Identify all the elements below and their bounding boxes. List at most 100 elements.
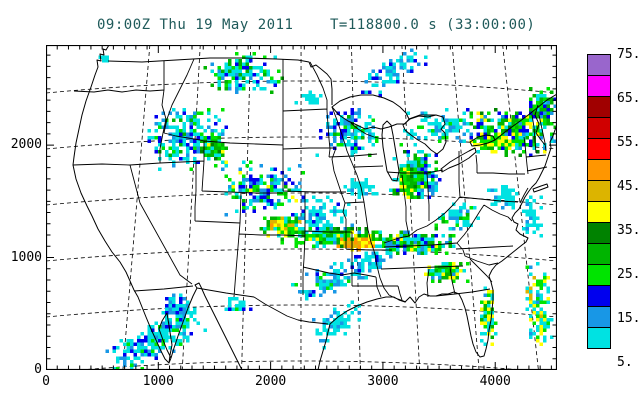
echo-cell bbox=[207, 108, 211, 112]
echo-cell bbox=[228, 59, 232, 63]
echo-cell bbox=[179, 157, 183, 161]
echo-cell bbox=[413, 52, 417, 56]
echo-cell bbox=[403, 52, 407, 56]
echo-cell bbox=[445, 276, 449, 280]
echo-cell bbox=[354, 244, 358, 248]
echo-cell bbox=[207, 136, 211, 140]
echo-cell bbox=[543, 272, 547, 276]
echo-cell bbox=[263, 199, 267, 203]
echo-cell bbox=[319, 241, 323, 245]
echo-cell bbox=[410, 241, 414, 245]
echo-cell bbox=[175, 314, 179, 318]
echo-cell bbox=[340, 325, 344, 329]
echo-cell bbox=[413, 153, 417, 157]
echo-cell bbox=[291, 227, 295, 231]
echo-cell bbox=[329, 314, 333, 318]
echo-cell bbox=[403, 174, 407, 178]
echo-cell bbox=[483, 143, 487, 147]
echo-cell bbox=[382, 66, 386, 70]
echo-cell bbox=[312, 220, 316, 224]
echo-cell bbox=[448, 216, 452, 220]
echo-cell bbox=[277, 220, 281, 224]
echo-cell bbox=[315, 283, 319, 287]
echo-cell bbox=[277, 178, 281, 182]
echo-cell bbox=[259, 178, 263, 182]
echo-cell bbox=[151, 339, 155, 343]
echo-cell bbox=[319, 279, 323, 283]
echo-cell bbox=[497, 132, 501, 136]
echo-cell bbox=[196, 139, 200, 143]
echo-cell bbox=[179, 150, 183, 154]
echo-cell bbox=[326, 279, 330, 283]
echo-cell bbox=[322, 318, 326, 322]
echo-cell bbox=[480, 300, 484, 304]
echo-cell bbox=[487, 129, 491, 133]
echo-cell bbox=[242, 174, 246, 178]
echo-cell bbox=[410, 248, 414, 252]
echo-cell bbox=[172, 335, 176, 339]
echo-cell bbox=[357, 146, 361, 150]
echo-cell bbox=[438, 269, 442, 273]
echo-cell bbox=[308, 223, 312, 227]
echo-cell bbox=[462, 216, 466, 220]
echo-cell bbox=[123, 342, 127, 346]
y-tick-label-0: 0 bbox=[34, 362, 42, 377]
echo-cell bbox=[144, 349, 148, 353]
echo-cell bbox=[172, 300, 176, 304]
echo-cell bbox=[228, 297, 232, 301]
echo-cell bbox=[389, 69, 393, 73]
echo-cell bbox=[189, 122, 193, 126]
echo-cell bbox=[532, 223, 536, 227]
echo-cell bbox=[270, 181, 274, 185]
echo-cell bbox=[238, 304, 242, 308]
echo-cell bbox=[347, 132, 351, 136]
echo-cell bbox=[277, 234, 281, 238]
echo-cell bbox=[410, 69, 414, 73]
echo-cell bbox=[186, 304, 190, 308]
echo-cell bbox=[130, 342, 134, 346]
echo-cell bbox=[273, 178, 277, 182]
echo-cell bbox=[312, 234, 316, 238]
echo-cell bbox=[392, 178, 396, 182]
echo-cell bbox=[424, 164, 428, 168]
echo-cell bbox=[361, 258, 365, 262]
echo-cell bbox=[193, 111, 197, 115]
echo-cell bbox=[417, 234, 421, 238]
echo-cell bbox=[406, 153, 410, 157]
echo-cell bbox=[235, 209, 239, 213]
echo-cell bbox=[333, 269, 337, 273]
echo-cell bbox=[333, 237, 337, 241]
echo-cell bbox=[322, 234, 326, 238]
echo-cell bbox=[329, 279, 333, 283]
echo-cell bbox=[322, 283, 326, 287]
echo-cell bbox=[511, 136, 515, 140]
echo-cell bbox=[161, 332, 165, 336]
echo-cell bbox=[133, 353, 137, 357]
echo-cell bbox=[403, 185, 407, 189]
colorbar-cell-45 bbox=[587, 159, 611, 181]
echo-cell bbox=[340, 318, 344, 322]
echo-cell bbox=[270, 188, 274, 192]
echo-cell bbox=[154, 346, 158, 350]
echo-cell bbox=[354, 269, 358, 273]
echo-cell bbox=[186, 300, 190, 304]
echo-cell bbox=[427, 241, 431, 245]
echo-cell bbox=[452, 118, 456, 122]
echo-cell bbox=[347, 241, 351, 245]
echo-cell bbox=[539, 111, 543, 115]
echo-cell bbox=[466, 220, 470, 224]
echo-cell bbox=[511, 202, 515, 206]
echo-cell bbox=[490, 300, 494, 304]
echo-cell bbox=[333, 206, 337, 210]
echo-cell bbox=[518, 146, 522, 150]
echo-cell bbox=[424, 160, 428, 164]
lake-huron bbox=[402, 114, 447, 155]
echo-cell bbox=[399, 167, 403, 171]
echo-cell bbox=[473, 143, 477, 147]
echo-cell bbox=[522, 150, 526, 154]
echo-cell bbox=[228, 307, 232, 311]
echo-cell bbox=[466, 223, 470, 227]
echo-cell bbox=[217, 76, 221, 80]
echo-cell bbox=[130, 363, 134, 367]
echo-cell bbox=[434, 153, 438, 157]
